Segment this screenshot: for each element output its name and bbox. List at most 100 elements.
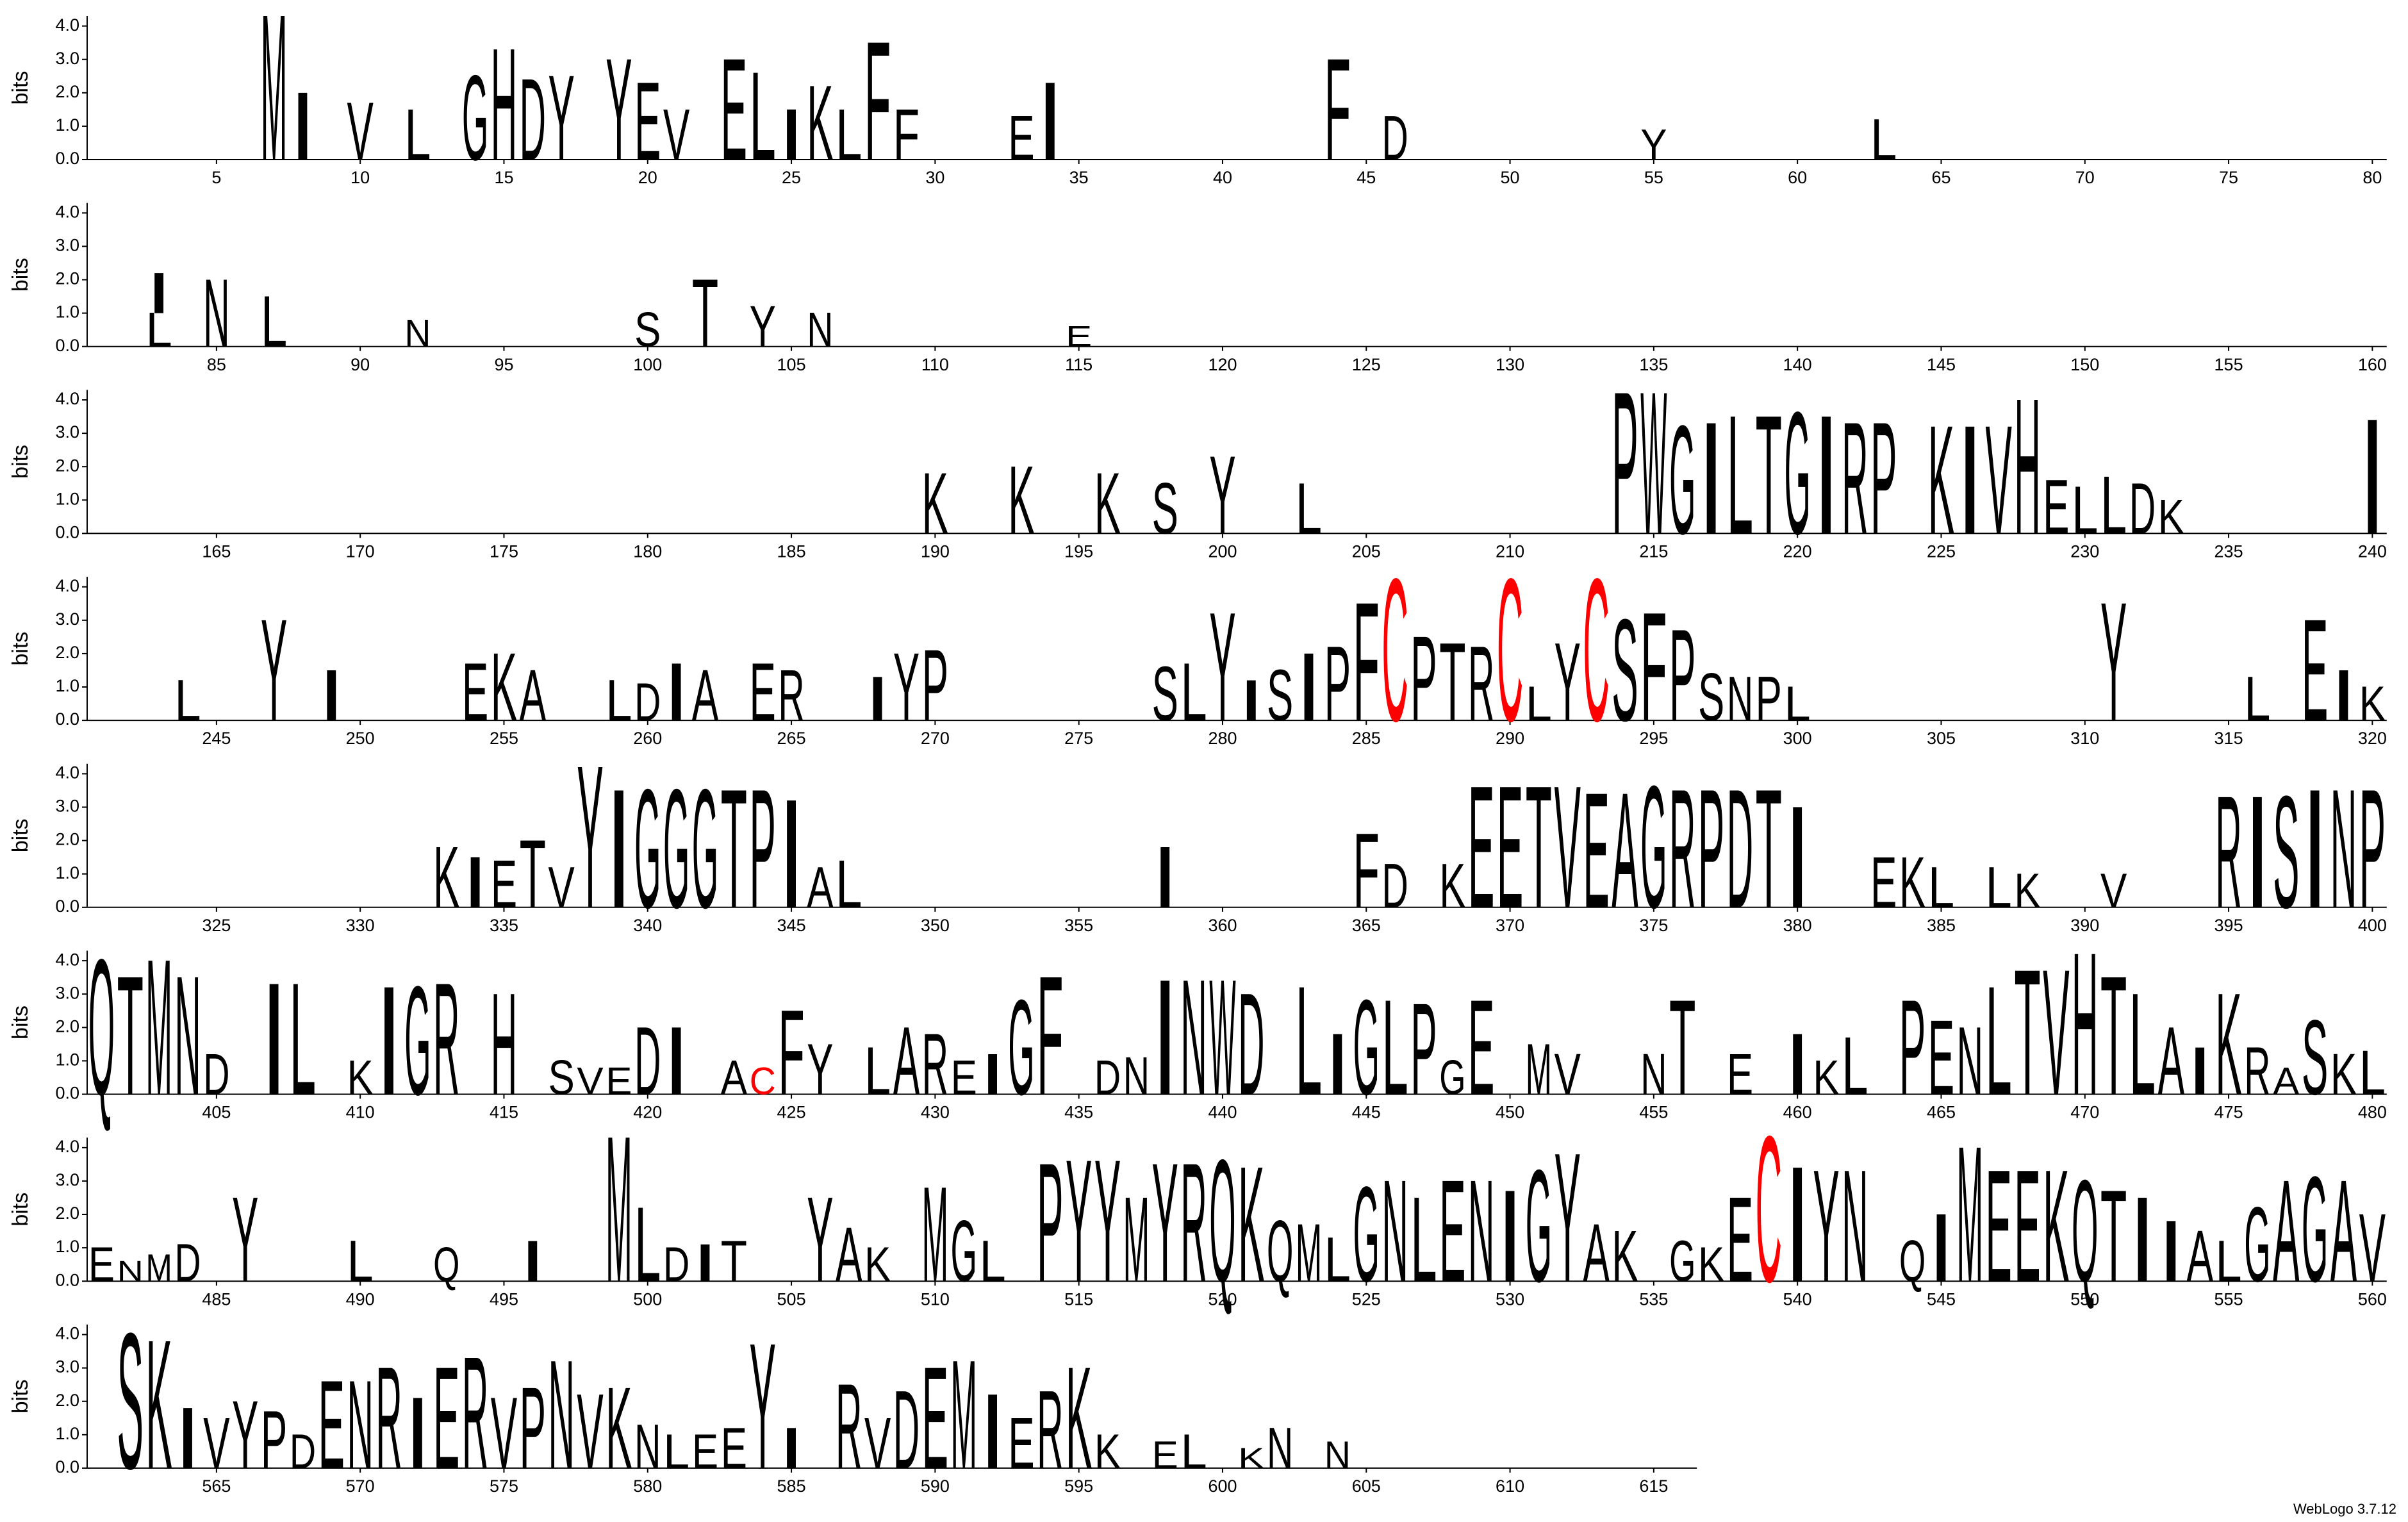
- x-tick-label: 50: [1501, 168, 1520, 187]
- logo-letter: E: [721, 1416, 747, 1481]
- logo-letter: P: [1612, 349, 1638, 577]
- logo-letter: D: [893, 1367, 919, 1492]
- y-tick-label: 4.0: [55, 15, 79, 35]
- logo-letter: K: [864, 1237, 891, 1292]
- y-axis-label: bits: [8, 632, 33, 666]
- logo-letter: N: [404, 311, 431, 355]
- x-tick-label: 225: [1927, 542, 1956, 561]
- logo-letter: V: [491, 1376, 517, 1490]
- logo-letter: T: [1669, 972, 1695, 1123]
- x-tick-label: 120: [1208, 355, 1237, 374]
- logo-letter: L: [2244, 663, 2270, 734]
- logo-letter: G: [1353, 972, 1380, 1123]
- logo-letter: I: [1324, 1016, 1351, 1113]
- x-tick-label: 30: [925, 168, 944, 187]
- logo-letter: L: [2072, 472, 2098, 548]
- logo-letter: V: [347, 85, 374, 178]
- logo-letter: E: [750, 646, 776, 738]
- logo-letter: A: [721, 1051, 748, 1105]
- logo-letter: K: [922, 454, 948, 552]
- logo-letter: L: [1296, 468, 1322, 549]
- y-tick-label: 3.0: [55, 1170, 79, 1189]
- x-tick-label: 455: [1639, 1103, 1668, 1122]
- logo-letter: K: [491, 633, 517, 741]
- x-tick-label: 5: [211, 168, 221, 187]
- logo-letter: E: [1727, 1043, 1753, 1107]
- logo-letter: D: [2129, 468, 2156, 549]
- x-tick-label: 560: [2358, 1289, 2387, 1309]
- logo-letter: L: [979, 1229, 1005, 1294]
- logo-letter: L: [1785, 677, 1811, 731]
- logo-letter: F: [1324, 28, 1351, 191]
- logo-letter: I: [1928, 1194, 1954, 1302]
- logo-letter: K: [2158, 490, 2184, 544]
- logo-letter: L: [404, 94, 431, 176]
- x-tick-label: 430: [921, 1103, 950, 1122]
- logo-letter: E: [1008, 103, 1034, 173]
- logo-letter: T: [692, 260, 718, 368]
- logo-letter: E: [1008, 1403, 1034, 1484]
- logo-letter: I: [1785, 1016, 1811, 1113]
- logo-letter: L: [2100, 459, 2127, 551]
- y-axis-label: bits: [8, 258, 33, 292]
- x-tick-label: 45: [1357, 168, 1376, 187]
- x-tick-label: 290: [1496, 729, 1524, 748]
- x-tick-label: 240: [2358, 542, 2387, 561]
- y-tick-label: 1.0: [55, 1050, 79, 1070]
- logo-letter: C: [1756, 1092, 1782, 1325]
- x-tick-label: 530: [1496, 1289, 1524, 1309]
- x-tick-label: 460: [1783, 1103, 1812, 1122]
- logo-letter: L: [1842, 1020, 1868, 1113]
- logo-letter: L: [1870, 108, 1897, 172]
- x-tick-label: 395: [2214, 916, 2243, 935]
- logo-letter: I: [1957, 393, 1983, 567]
- y-tick-label: 2.0: [55, 830, 79, 849]
- x-tick-label: 540: [1783, 1289, 1812, 1309]
- logo-letter: R: [462, 1323, 488, 1502]
- logo-letter: A: [2330, 1150, 2357, 1312]
- logo-letter: I: [2129, 1172, 2156, 1307]
- y-axis-label: bits: [8, 1005, 33, 1039]
- logo-letter: P: [922, 628, 948, 742]
- logo-letter: Y: [577, 724, 603, 951]
- y-tick-label: 1.0: [55, 863, 79, 882]
- logo-letter: P: [1324, 624, 1351, 743]
- logo-letter: G: [663, 754, 689, 944]
- logo-letter: A: [1612, 758, 1638, 943]
- logo-letter: D: [1381, 850, 1408, 921]
- y-tick-label: 3.0: [55, 609, 79, 629]
- logo-letter: E: [433, 1337, 459, 1500]
- x-tick-label: 510: [921, 1289, 950, 1309]
- x-tick-label: 520: [1208, 1289, 1237, 1309]
- logo-letter: S: [1612, 589, 1638, 752]
- y-tick-label: 1.0: [55, 302, 79, 322]
- x-tick-label: 585: [777, 1477, 806, 1496]
- x-tick-label: 450: [1496, 1103, 1524, 1122]
- logo-letter: N: [1123, 1046, 1150, 1106]
- logo-letter: L: [1180, 1425, 1207, 1479]
- logo-letter: K: [1238, 1132, 1264, 1316]
- logo-letter: N: [1727, 663, 1753, 734]
- x-tick-label: 245: [202, 729, 231, 748]
- x-tick-label: 55: [1644, 168, 1663, 187]
- x-tick-label: 535: [1639, 1289, 1668, 1309]
- logo-letter: H: [491, 963, 517, 1126]
- x-tick-label: 80: [2363, 168, 2382, 187]
- logo-letter: E: [634, 58, 661, 183]
- logo-letter: S: [1152, 468, 1178, 549]
- logo-letter: M: [1957, 1106, 1983, 1323]
- x-tick-label: 60: [1788, 168, 1807, 187]
- logo-letter: I: [174, 1389, 201, 1487]
- x-tick-label: 345: [777, 916, 806, 935]
- logo-letter: E: [1468, 749, 1494, 945]
- logo-letter: V: [1554, 1043, 1581, 1107]
- logo-letter: E: [2014, 1136, 2040, 1315]
- logo-letter: E: [318, 1354, 345, 1495]
- logo-letter: S: [1152, 650, 1178, 737]
- logo-letter: V: [1986, 393, 2012, 567]
- logo-letter: V: [577, 1372, 603, 1491]
- logo-letter: L: [836, 94, 862, 176]
- y-tick-label: 3.0: [55, 983, 79, 1002]
- logo-letter: P: [1410, 977, 1437, 1123]
- y-tick-label: 1.0: [55, 1424, 79, 1443]
